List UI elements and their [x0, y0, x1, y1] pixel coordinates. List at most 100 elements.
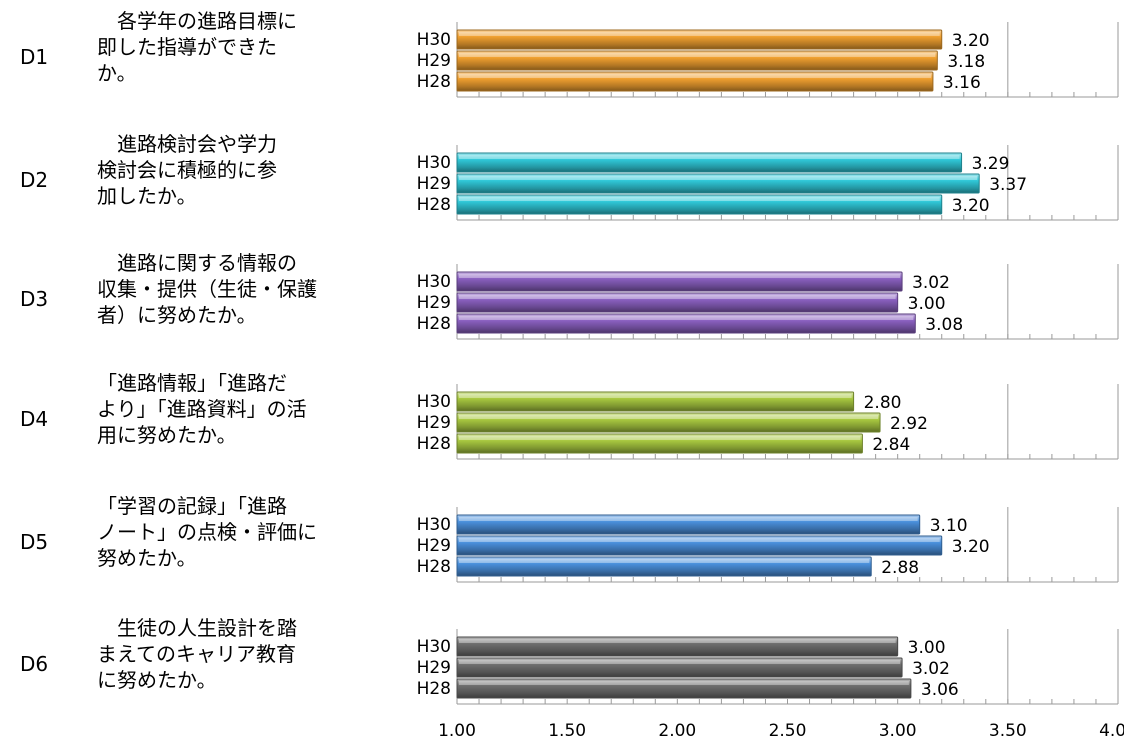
question-text-line: 「進路情報」「進路だ: [97, 371, 287, 395]
series-label: H28: [417, 314, 451, 334]
value-label: 3.20: [952, 196, 990, 216]
question-text-line: に努めたか。: [97, 668, 217, 692]
value-label: 2.80: [864, 393, 902, 413]
bar-highlight: [459, 538, 940, 542]
x-tick-label: 4.00: [1099, 721, 1124, 741]
series-label: H29: [417, 536, 451, 556]
question-text-line: 生徒の人生設計を踏: [97, 616, 297, 640]
series-label: H30: [417, 637, 451, 657]
series-label: H28: [417, 679, 451, 699]
value-label: 3.00: [908, 294, 946, 314]
question-text-line: 「学習の記録」「進路: [97, 494, 287, 518]
series-label: H29: [417, 658, 451, 678]
bar-d2-h30: [456, 152, 963, 173]
question-text-line: ノート」の点検・評価に: [97, 520, 317, 544]
series-label: H29: [417, 293, 451, 313]
value-label: 3.06: [921, 680, 959, 700]
bar-d3-h30: [456, 271, 903, 292]
bar-d2-h29: [456, 173, 980, 194]
bar-d3-h28: [456, 313, 916, 334]
bar-d6-h30: [456, 636, 899, 657]
bar-highlight: [459, 415, 879, 419]
series-label: H28: [417, 557, 451, 577]
question-text-line: まえてのキャリア教育: [97, 642, 296, 666]
value-label: 2.88: [881, 558, 919, 578]
question-id: D2: [20, 168, 48, 192]
bar-highlight: [459, 74, 931, 78]
bar-d5-h28: [456, 556, 872, 577]
bar-d6-h29: [456, 657, 903, 678]
bar-highlight: [459, 32, 940, 36]
value-label: 3.18: [947, 52, 985, 72]
value-label: 3.16: [943, 73, 981, 93]
question-id: D5: [20, 530, 48, 554]
value-label: 3.10: [930, 516, 968, 536]
question-text-line: 者）に努めたか。: [97, 303, 257, 327]
series-label: H30: [417, 515, 451, 535]
bar-highlight: [459, 559, 870, 563]
series-label: H29: [417, 413, 451, 433]
series-label: H29: [417, 51, 451, 71]
x-tick-label: 1.00: [438, 721, 476, 741]
bar-d5-h30: [456, 514, 921, 535]
bar-highlight: [459, 639, 896, 643]
value-label: 3.02: [912, 273, 950, 293]
question-text-line: 加したか。: [97, 184, 197, 208]
question-text-line: か。: [97, 61, 137, 85]
x-tick-label: 3.00: [879, 721, 917, 741]
value-label: 3.20: [952, 537, 990, 557]
bar-d2-h28: [456, 194, 943, 215]
bar-highlight: [459, 295, 896, 299]
bar-d6-h28: [456, 678, 912, 699]
x-tick-label: 1.50: [548, 721, 586, 741]
value-label: 3.37: [989, 175, 1027, 195]
bar-highlight: [459, 660, 901, 664]
bar-d1-h29: [456, 50, 938, 71]
series-label: H30: [417, 153, 451, 173]
bar-highlight: [459, 394, 852, 398]
series-label: H28: [417, 434, 451, 454]
value-label: 3.02: [912, 659, 950, 679]
question-id: D4: [20, 407, 48, 431]
bar-d4-h30: [456, 391, 855, 412]
value-label: 3.08: [925, 315, 963, 335]
bar-highlight: [459, 517, 918, 521]
series-label: H30: [417, 30, 451, 50]
series-label: H30: [417, 272, 451, 292]
series-label: H30: [417, 392, 451, 412]
question-text-line: 各学年の進路目標に: [97, 9, 297, 33]
series-label: H28: [417, 72, 451, 92]
question-text-line: 用に努めたか。: [97, 423, 237, 447]
bar-highlight: [459, 316, 914, 320]
x-tick-label: 2.50: [769, 721, 807, 741]
x-tick-label: 3.50: [989, 721, 1027, 741]
value-label: 3.00: [908, 638, 946, 658]
value-label: 2.92: [890, 414, 928, 434]
value-label: 3.20: [952, 31, 990, 51]
bar-d4-h28: [456, 433, 863, 454]
question-id: D3: [20, 287, 48, 311]
value-label: 3.29: [972, 154, 1010, 174]
question-text-line: 進路検討会や学力: [97, 132, 277, 156]
bar-highlight: [459, 155, 960, 159]
question-id: D1: [20, 45, 48, 69]
question-text-line: 努めたか。: [97, 546, 197, 570]
series-label: H29: [417, 174, 451, 194]
question-text-line: 進路に関する情報の: [97, 251, 297, 275]
series-label: H28: [417, 195, 451, 215]
x-axis: 1.00 1.50 2.00 2.50 3.00 3.50 4.00: [438, 721, 1124, 741]
bar-d3-h29: [456, 292, 899, 313]
question-text-line: より」「進路資料」の活: [97, 397, 307, 421]
bar-d5-h29: [456, 535, 943, 556]
question-text-line: 検討会に積極的に参: [97, 158, 277, 182]
question-id: D6: [20, 652, 48, 676]
bar-highlight: [459, 681, 909, 685]
question-text-line: 収集・提供（生徒・保護: [97, 277, 317, 301]
